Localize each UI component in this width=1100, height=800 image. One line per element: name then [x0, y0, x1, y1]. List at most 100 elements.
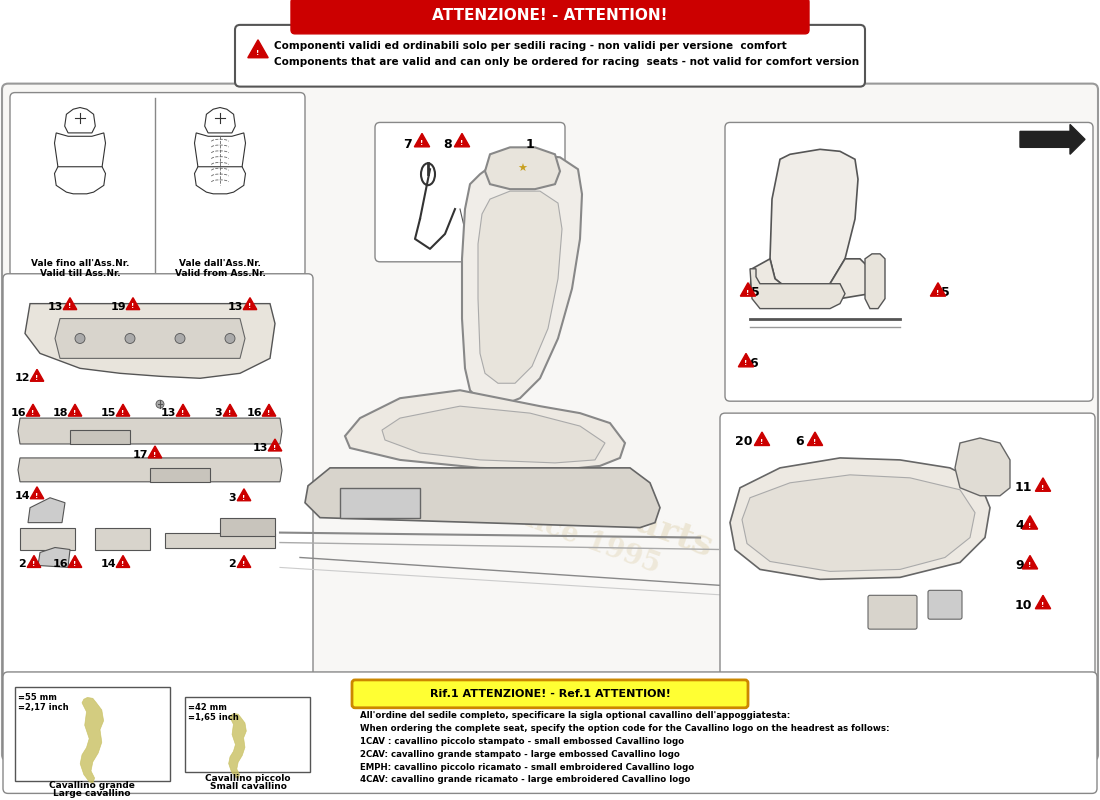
- Text: !: !: [121, 562, 124, 567]
- Text: 13: 13: [228, 302, 243, 312]
- Polygon shape: [955, 438, 1010, 496]
- Circle shape: [175, 334, 185, 343]
- Text: 3: 3: [228, 493, 235, 502]
- Text: 13: 13: [161, 408, 176, 418]
- FancyBboxPatch shape: [235, 25, 865, 86]
- Text: Cavallino grande: Cavallino grande: [50, 782, 135, 790]
- Text: 2CAV: cavallino grande stampato - large embossed Cavallino logo: 2CAV: cavallino grande stampato - large …: [360, 750, 680, 758]
- Polygon shape: [807, 432, 823, 446]
- Polygon shape: [750, 259, 874, 304]
- Text: !: !: [813, 439, 816, 445]
- Polygon shape: [931, 282, 946, 296]
- Polygon shape: [223, 404, 236, 416]
- Text: !: !: [242, 494, 245, 501]
- Text: 5: 5: [942, 286, 950, 299]
- Text: 4: 4: [1015, 519, 1024, 532]
- Polygon shape: [345, 390, 625, 470]
- Polygon shape: [382, 406, 605, 463]
- Polygon shape: [65, 107, 96, 133]
- Polygon shape: [268, 439, 282, 451]
- Text: 15: 15: [100, 408, 116, 418]
- FancyBboxPatch shape: [95, 528, 150, 550]
- Text: Valid till Ass.Nr.: Valid till Ass.Nr.: [40, 269, 120, 278]
- Text: !: !: [249, 303, 252, 310]
- Circle shape: [75, 334, 85, 343]
- Text: 7: 7: [404, 138, 412, 151]
- Polygon shape: [305, 468, 660, 528]
- Polygon shape: [454, 134, 470, 147]
- FancyBboxPatch shape: [15, 687, 170, 782]
- Text: Componenti validi ed ordinabili solo per sedili racing - non validi per versione: Componenti validi ed ordinabili solo per…: [274, 41, 786, 50]
- Polygon shape: [55, 318, 245, 358]
- Text: 16: 16: [10, 408, 25, 418]
- Text: 1: 1: [526, 138, 535, 151]
- Text: 14: 14: [14, 490, 30, 501]
- Text: since 1995: since 1995: [496, 496, 663, 579]
- Text: !: !: [32, 410, 34, 416]
- Text: !: !: [1042, 602, 1045, 608]
- Text: !: !: [420, 140, 424, 146]
- Polygon shape: [18, 418, 282, 444]
- Text: 16: 16: [246, 408, 262, 418]
- Text: Valid from Ass.Nr.: Valid from Ass.Nr.: [175, 269, 265, 278]
- Text: 1CAV : cavallino piccolo stampato - small embossed Cavallino logo: 1CAV : cavallino piccolo stampato - smal…: [360, 737, 684, 746]
- Text: ★: ★: [517, 164, 527, 174]
- FancyBboxPatch shape: [10, 93, 305, 277]
- Polygon shape: [68, 555, 81, 567]
- Polygon shape: [1020, 125, 1085, 154]
- Text: =55 mm: =55 mm: [18, 693, 57, 702]
- Polygon shape: [738, 354, 754, 367]
- Polygon shape: [462, 154, 582, 406]
- Polygon shape: [28, 498, 65, 522]
- Polygon shape: [39, 547, 70, 567]
- Text: !: !: [274, 445, 276, 450]
- FancyBboxPatch shape: [70, 430, 130, 444]
- Polygon shape: [755, 432, 770, 446]
- Text: !: !: [745, 360, 748, 366]
- Polygon shape: [243, 298, 256, 310]
- Text: 13: 13: [252, 443, 267, 453]
- Polygon shape: [55, 166, 106, 194]
- Text: 17: 17: [132, 450, 147, 460]
- Text: When ordering the complete seat, specify the option code for the Cavallino logo : When ordering the complete seat, specify…: [360, 724, 890, 733]
- Text: Vale fino all'Ass.Nr.: Vale fino all'Ass.Nr.: [31, 259, 129, 268]
- FancyBboxPatch shape: [3, 672, 1097, 794]
- FancyBboxPatch shape: [2, 84, 1098, 761]
- FancyBboxPatch shape: [340, 488, 420, 518]
- Polygon shape: [63, 298, 77, 310]
- Polygon shape: [68, 404, 81, 416]
- Text: Vale dall'Ass.Nr.: Vale dall'Ass.Nr.: [179, 259, 261, 268]
- Text: 19: 19: [110, 302, 125, 312]
- Text: !: !: [182, 410, 185, 416]
- Text: Passion for Parts: Passion for Parts: [383, 413, 717, 562]
- Polygon shape: [262, 404, 276, 416]
- FancyBboxPatch shape: [165, 533, 275, 547]
- Text: !: !: [32, 562, 35, 567]
- Text: !: !: [131, 303, 134, 310]
- FancyBboxPatch shape: [292, 0, 808, 34]
- Text: Cavallino piccolo: Cavallino piccolo: [206, 774, 290, 783]
- FancyBboxPatch shape: [720, 413, 1094, 750]
- Text: !: !: [74, 410, 77, 416]
- Polygon shape: [770, 150, 858, 294]
- Text: 12: 12: [14, 374, 30, 383]
- Text: !: !: [267, 410, 271, 416]
- FancyBboxPatch shape: [185, 697, 310, 771]
- Polygon shape: [30, 370, 44, 382]
- Text: !: !: [1042, 485, 1045, 490]
- Text: !: !: [1028, 522, 1032, 529]
- Polygon shape: [865, 254, 886, 309]
- Text: !: !: [1028, 562, 1032, 568]
- Polygon shape: [148, 446, 162, 458]
- Polygon shape: [195, 166, 245, 194]
- Polygon shape: [117, 404, 130, 416]
- FancyBboxPatch shape: [928, 590, 962, 619]
- Polygon shape: [248, 40, 268, 58]
- Text: !: !: [936, 290, 939, 295]
- Polygon shape: [30, 486, 44, 498]
- Polygon shape: [205, 107, 235, 133]
- Polygon shape: [238, 489, 251, 501]
- Text: Rif.1 ATTENZIONE! - Ref.1 ATTENTION!: Rif.1 ATTENZIONE! - Ref.1 ATTENTION!: [430, 689, 670, 699]
- Polygon shape: [18, 458, 282, 482]
- Text: ATTENZIONE! - ATTENTION!: ATTENZIONE! - ATTENTION!: [432, 9, 668, 23]
